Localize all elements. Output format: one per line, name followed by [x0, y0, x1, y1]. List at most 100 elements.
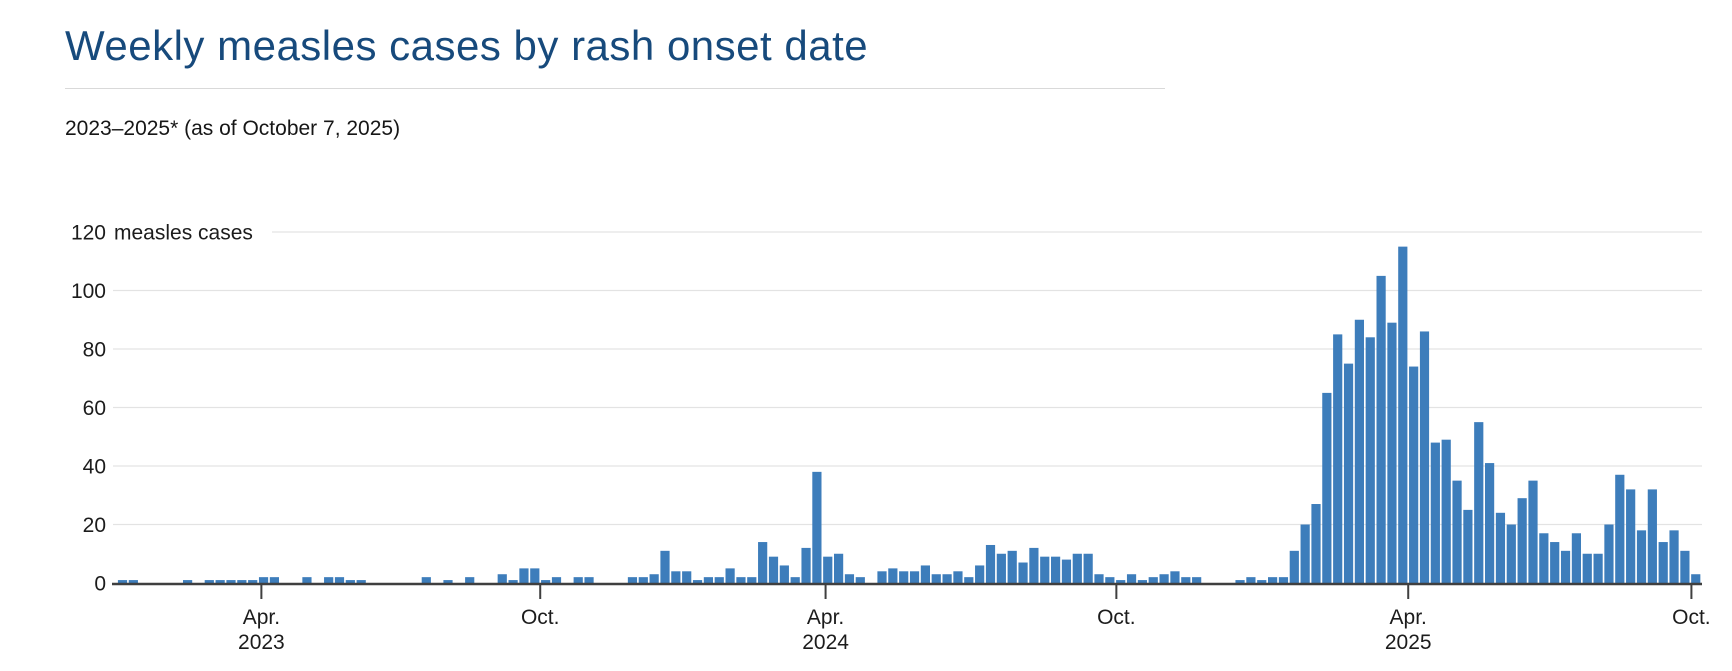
bar-week-85[interactable] — [1040, 556, 1050, 583]
bar-week-77[interactable] — [953, 571, 963, 583]
bar-week-75[interactable] — [931, 574, 941, 583]
bar-week-117[interactable] — [1387, 322, 1397, 583]
bar-week-0[interactable] — [117, 580, 128, 583]
bar-week-89[interactable] — [1083, 553, 1093, 583]
bar-week-104[interactable] — [1246, 577, 1256, 583]
bar-week-80[interactable] — [985, 544, 996, 583]
bar-week-52[interactable] — [682, 571, 692, 583]
bar-week-137[interactable] — [1604, 524, 1614, 584]
bar-week-119[interactable] — [1409, 366, 1419, 583]
bar-week-114[interactable] — [1354, 319, 1364, 583]
bar-week-133[interactable] — [1560, 550, 1571, 583]
bar-week-90[interactable] — [1094, 574, 1104, 583]
bar-week-96[interactable] — [1159, 574, 1169, 583]
bar-week-136[interactable] — [1593, 553, 1603, 583]
bar-week-110[interactable] — [1311, 504, 1321, 583]
bar-week-78[interactable] — [964, 577, 974, 583]
bar-week-83[interactable] — [1018, 562, 1028, 583]
bar-week-1[interactable] — [128, 580, 138, 583]
bar-week-142[interactable] — [1658, 542, 1668, 583]
bar-week-135[interactable] — [1582, 553, 1592, 583]
bar-week-103[interactable] — [1235, 580, 1245, 583]
bar-week-109[interactable] — [1300, 524, 1310, 584]
bar-week-88[interactable] — [1072, 553, 1082, 583]
bar-week-116[interactable] — [1376, 275, 1386, 584]
bar-week-81[interactable] — [996, 553, 1006, 583]
bar-week-40[interactable] — [551, 577, 562, 583]
bar-week-71[interactable] — [888, 568, 898, 584]
bar-week-145[interactable] — [1691, 574, 1701, 583]
bar-week-63[interactable] — [801, 547, 811, 583]
bar-week-144[interactable] — [1680, 550, 1690, 583]
bar-week-125[interactable] — [1474, 422, 1484, 584]
bar-week-53[interactable] — [692, 580, 703, 583]
bar-week-6[interactable] — [183, 580, 193, 583]
bar-week-106[interactable] — [1268, 577, 1278, 583]
bar-week-99[interactable] — [1192, 577, 1202, 583]
bar-week-95[interactable] — [1148, 577, 1158, 583]
bar-week-59[interactable] — [758, 542, 768, 583]
bar-week-141[interactable] — [1647, 489, 1657, 583]
bar-week-9[interactable] — [215, 580, 225, 583]
bar-week-107[interactable] — [1278, 577, 1289, 583]
bar-week-92[interactable] — [1116, 580, 1126, 583]
bar-week-105[interactable] — [1257, 580, 1267, 583]
bar-week-143[interactable] — [1669, 530, 1679, 583]
bar-week-94[interactable] — [1137, 580, 1147, 583]
bar-week-126[interactable] — [1485, 463, 1495, 583]
bar-week-43[interactable] — [584, 577, 594, 583]
bar-week-134[interactable] — [1571, 533, 1581, 583]
bar-week-91[interactable] — [1105, 577, 1115, 583]
bar-week-56[interactable] — [725, 568, 735, 584]
bar-week-13[interactable] — [258, 577, 269, 583]
bar-week-123[interactable] — [1452, 480, 1462, 584]
bar-week-8[interactable] — [204, 580, 214, 583]
bar-week-64[interactable] — [812, 471, 822, 583]
bar-week-67[interactable] — [844, 574, 855, 583]
bar-week-130[interactable] — [1528, 480, 1538, 584]
bar-week-54[interactable] — [703, 577, 713, 583]
bar-week-35[interactable] — [497, 574, 507, 583]
bar-week-21[interactable] — [345, 580, 355, 583]
bar-week-76[interactable] — [942, 574, 952, 583]
bar-week-112[interactable] — [1333, 334, 1343, 583]
bar-week-121[interactable] — [1430, 442, 1440, 583]
bar-week-129[interactable] — [1517, 498, 1527, 583]
bar-week-50[interactable] — [660, 550, 670, 583]
bar-week-98[interactable] — [1181, 577, 1191, 583]
bar-week-131[interactable] — [1539, 533, 1549, 583]
bar-week-86[interactable] — [1051, 556, 1061, 583]
bar-week-124[interactable] — [1463, 509, 1473, 584]
bar-week-127[interactable] — [1495, 512, 1506, 583]
bar-week-47[interactable] — [627, 577, 638, 583]
bar-week-28[interactable] — [421, 577, 431, 583]
bar-week-51[interactable] — [671, 571, 681, 583]
bar-week-12[interactable] — [248, 580, 258, 583]
bar-week-66[interactable] — [834, 553, 844, 583]
bar-week-48[interactable] — [638, 577, 648, 583]
bar-week-138[interactable] — [1615, 474, 1625, 583]
bar-week-68[interactable] — [855, 577, 865, 583]
bar-week-30[interactable] — [443, 580, 453, 583]
bar-week-32[interactable] — [465, 577, 475, 583]
bar-week-17[interactable] — [302, 577, 312, 583]
bar-week-115[interactable] — [1365, 337, 1375, 583]
bar-week-73[interactable] — [909, 571, 920, 583]
bar-week-42[interactable] — [573, 577, 583, 583]
bar-week-132[interactable] — [1550, 542, 1560, 583]
bar-week-39[interactable] — [541, 580, 551, 583]
bar-week-79[interactable] — [975, 565, 985, 583]
bar-week-49[interactable] — [649, 574, 659, 583]
bar-week-14[interactable] — [269, 577, 279, 583]
bar-week-22[interactable] — [356, 580, 366, 583]
bar-week-111[interactable] — [1322, 392, 1332, 584]
bar-week-58[interactable] — [747, 577, 757, 583]
bar-week-108[interactable] — [1289, 550, 1299, 583]
bar-week-36[interactable] — [508, 580, 518, 583]
bar-week-38[interactable] — [530, 568, 540, 584]
bar-week-62[interactable] — [790, 577, 800, 583]
bar-week-11[interactable] — [237, 580, 247, 583]
bar-week-70[interactable] — [877, 571, 887, 583]
bar-week-120[interactable] — [1419, 331, 1430, 583]
bar-week-61[interactable] — [779, 565, 789, 583]
